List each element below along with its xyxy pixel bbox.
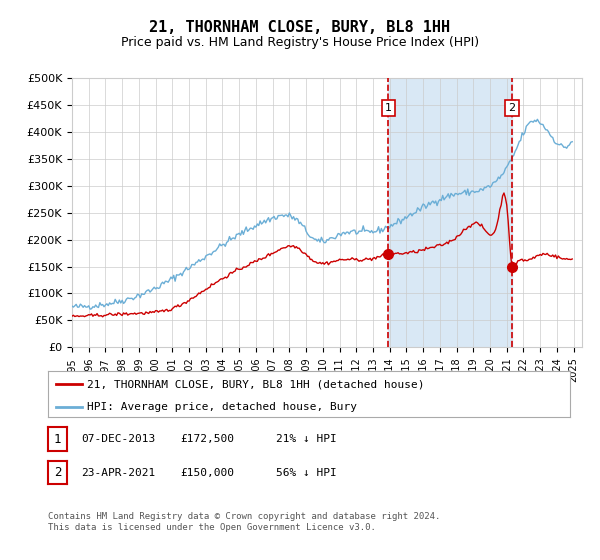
Text: Contains HM Land Registry data © Crown copyright and database right 2024.
This d: Contains HM Land Registry data © Crown c…: [48, 512, 440, 532]
Text: 21% ↓ HPI: 21% ↓ HPI: [276, 434, 337, 444]
Text: £150,000: £150,000: [180, 468, 234, 478]
Text: 56% ↓ HPI: 56% ↓ HPI: [276, 468, 337, 478]
Text: 21, THORNHAM CLOSE, BURY, BL8 1HH: 21, THORNHAM CLOSE, BURY, BL8 1HH: [149, 20, 451, 35]
Bar: [388, 78, 512, 347]
Text: Price paid vs. HM Land Registry's House Price Index (HPI): Price paid vs. HM Land Registry's House …: [121, 36, 479, 49]
Text: 21, THORNHAM CLOSE, BURY, BL8 1HH (detached house): 21, THORNHAM CLOSE, BURY, BL8 1HH (detac…: [87, 379, 425, 389]
Text: 23-APR-2021: 23-APR-2021: [81, 468, 155, 478]
Text: HPI: Average price, detached house, Bury: HPI: Average price, detached house, Bury: [87, 402, 357, 412]
Text: 1: 1: [385, 103, 392, 113]
Text: 2: 2: [508, 103, 515, 113]
Text: 1: 1: [54, 432, 61, 446]
Text: £172,500: £172,500: [180, 434, 234, 444]
Text: 07-DEC-2013: 07-DEC-2013: [81, 434, 155, 444]
Text: 2: 2: [54, 466, 61, 479]
